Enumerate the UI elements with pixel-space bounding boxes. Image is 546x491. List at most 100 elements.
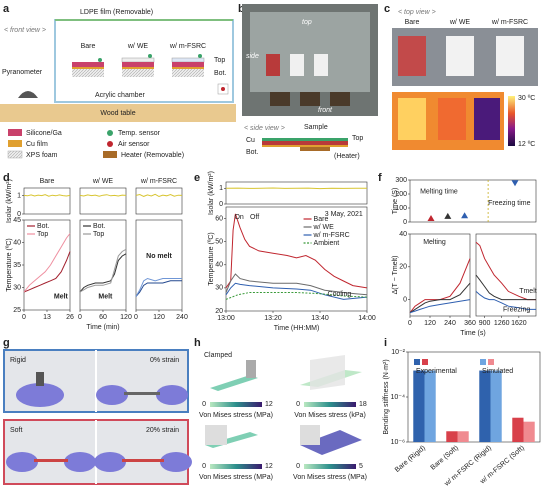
- annotation: Off: [250, 214, 259, 221]
- panel-letter: a: [3, 3, 10, 15]
- x-axis-label: Time (s): [460, 330, 485, 337]
- annotation: Tmelt: [519, 288, 537, 295]
- legend-swatch: [488, 359, 494, 365]
- legend-label: Bare: [314, 216, 329, 223]
- photo-chamber: [250, 12, 370, 92]
- colorbar-min: 0: [296, 401, 300, 408]
- line: [409, 282, 471, 314]
- legend-label: Heater (Removable): [121, 152, 184, 159]
- annotation: Cooling: [328, 291, 352, 298]
- x-tick-label: 0: [78, 314, 82, 321]
- legend-label: Temp. sensor: [118, 130, 161, 137]
- chart-title: Bare: [40, 178, 55, 185]
- legend-label: Bot.: [37, 223, 50, 230]
- legend-label: Air sensor: [118, 141, 150, 148]
- colorbar: [210, 402, 262, 407]
- marker: [461, 212, 469, 219]
- top-label: Top: [214, 57, 225, 64]
- y-tick-label: 30: [13, 284, 21, 291]
- photo-label: 0% strain: [150, 357, 179, 364]
- line: [23, 251, 71, 293]
- x-tick-label: 240: [444, 320, 456, 327]
- y-tick-label: 0: [403, 296, 407, 303]
- x-tick-label: 13:00: [217, 315, 235, 322]
- plot-frame: [225, 181, 368, 205]
- view-label: < front view >: [4, 27, 46, 34]
- colorbar-label: Von Mises stress (MPa): [199, 412, 273, 419]
- y-axis-label: Isolar (kW/m²): [208, 171, 215, 215]
- column-label: w/ WE: [127, 43, 149, 50]
- y-tick-label: 200: [395, 191, 407, 198]
- line: [225, 292, 368, 300]
- colorbar-label: Von Mises stress (kPa): [294, 412, 366, 419]
- legend-label: XPS foam: [26, 152, 58, 159]
- x-tick-label: 120: [424, 320, 436, 327]
- scale-label: 12 ºC: [518, 141, 535, 148]
- colorbar-max: 12: [265, 401, 273, 408]
- y-tick-label: 10⁻⁴: [391, 394, 406, 401]
- scale-label: 30 ºC: [518, 95, 535, 102]
- x-tick-label: 900: [479, 320, 491, 327]
- y-tick-label: 20: [215, 308, 223, 315]
- column-label: w/ WE: [449, 19, 471, 26]
- line: [135, 193, 183, 198]
- plot-frame: [135, 219, 183, 311]
- line: [225, 213, 368, 289]
- photo-label: Soft: [10, 427, 23, 434]
- pyranometer-label: Pyranometer: [2, 69, 43, 76]
- y-tick-label: 25: [13, 307, 21, 314]
- x-tick-label: 360: [464, 320, 476, 327]
- x-tick-label: 1260: [494, 320, 510, 327]
- y-tick-label: 100: [395, 205, 407, 212]
- view-label: < top view >: [398, 9, 436, 16]
- y-tick-label: 40: [399, 231, 407, 238]
- y-tick-label: 40: [215, 262, 223, 269]
- panel-letter: f: [378, 172, 382, 184]
- marker: [427, 215, 435, 221]
- panel-letter: i: [384, 337, 387, 349]
- annotation: Melting: [423, 239, 446, 246]
- chamber-label: Acrylic chamber: [95, 92, 145, 99]
- colorbar-max: 12: [265, 463, 273, 470]
- y-tick-label: 35: [13, 262, 21, 269]
- colorbar-max: 18: [359, 401, 367, 408]
- line: [475, 274, 536, 301]
- plot-frame: [225, 206, 368, 312]
- x-tick-label: 13:20: [264, 315, 282, 322]
- annotation: Melt: [54, 293, 69, 300]
- x-tick-label: Bare (Rigid): [394, 445, 427, 474]
- panel-letter: d: [3, 172, 10, 184]
- panel-letter: c: [384, 3, 390, 15]
- y-tick-label: 10⁻⁶: [391, 439, 405, 446]
- legend-swatch: [422, 359, 428, 365]
- bot-label: Bot.: [214, 70, 227, 77]
- bar: [413, 370, 425, 442]
- column-label: w/ m-FSRC: [169, 43, 206, 50]
- legend-label: Top: [93, 231, 104, 238]
- legend-swatch: [414, 359, 420, 365]
- x-tick-label: 26: [66, 314, 74, 321]
- x-tick-label: Bare (Soft): [430, 445, 460, 472]
- plot-frame: [409, 179, 537, 223]
- heater-label: (Heater): [334, 153, 360, 160]
- marker: [511, 180, 519, 187]
- photo-label: side: [246, 53, 259, 60]
- annotation: On: [234, 214, 243, 221]
- legend-label: Bot.: [93, 223, 106, 230]
- line: [79, 248, 127, 293]
- bar: [424, 370, 436, 442]
- plot-frame: [23, 187, 71, 215]
- legend-label: Silicone/Ga: [26, 130, 62, 137]
- line: [135, 280, 182, 297]
- annotation: Melt: [98, 293, 113, 300]
- bar: [479, 370, 491, 442]
- panel-g: Rigid 0% strain Soft 20% strain: [3, 349, 192, 485]
- legend-label: Simulated: [482, 368, 513, 375]
- panel-letter: e: [194, 172, 200, 184]
- legend-label: Ambient: [314, 240, 340, 247]
- annotation: Freezing time: [488, 200, 531, 207]
- x-tick-label: 13:40: [311, 315, 329, 322]
- legend-label: w/ WE: [313, 224, 335, 231]
- line: [225, 282, 368, 300]
- colorbar-label: Von Mises stress (MPa): [199, 474, 273, 481]
